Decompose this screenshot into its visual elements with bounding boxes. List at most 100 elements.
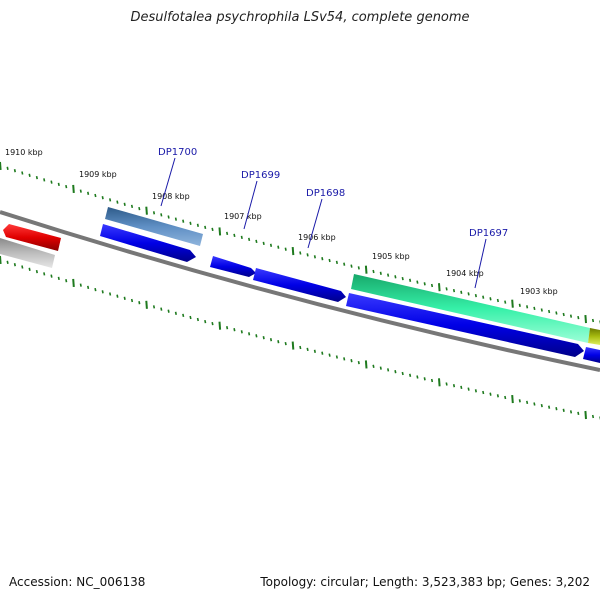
outer-tick <box>101 196 104 200</box>
gene-forward-3[interactable] <box>583 347 600 363</box>
gene-dp1697[interactable] <box>351 274 590 343</box>
scale-label-1909: 1909 kbp <box>79 170 117 179</box>
inner-tick <box>584 410 587 420</box>
outer-tick <box>123 202 126 206</box>
outer-tick <box>94 193 97 198</box>
outer-tick <box>467 292 470 296</box>
inner-tick <box>28 267 31 271</box>
outer-tick <box>174 217 177 221</box>
outer-tick <box>526 305 529 309</box>
outer-tick <box>87 191 90 195</box>
inner-tick <box>518 399 521 403</box>
outer-tick <box>182 219 185 223</box>
inner-tick <box>79 283 82 287</box>
inner-tick <box>284 341 287 346</box>
gene-gray[interactable] <box>0 238 55 268</box>
outer-tick <box>50 180 53 184</box>
outer-tick <box>138 206 141 211</box>
inner-tick <box>109 292 112 296</box>
gene-dp1700[interactable] <box>105 207 203 246</box>
inner-tick <box>277 340 280 344</box>
outer-tick <box>109 198 112 202</box>
outer-tick <box>306 253 309 257</box>
inner-tick <box>379 366 382 370</box>
outer-tick <box>13 169 16 173</box>
inner-tick <box>343 357 346 361</box>
scale-label-1907: 1907 kbp <box>224 212 262 221</box>
outer-tick <box>409 278 412 282</box>
outer-tick <box>482 295 485 299</box>
outer-tick <box>335 260 338 265</box>
gene-label-dp1697[interactable]: DP1697 <box>469 228 508 239</box>
inner-tick <box>555 407 558 411</box>
inner-tick <box>226 326 229 330</box>
outer-tick <box>372 269 375 274</box>
inner-tick <box>57 276 60 281</box>
outer-tick <box>328 258 331 263</box>
outer-tick <box>57 182 60 187</box>
inner-tick <box>489 392 492 396</box>
inner-tick <box>101 290 104 294</box>
inner-tick <box>211 321 214 326</box>
inner-tick <box>255 334 258 338</box>
inner-tick <box>335 355 338 359</box>
outer-tick <box>343 262 346 266</box>
inner-tick <box>591 414 595 419</box>
gene-red[interactable] <box>3 224 61 251</box>
inner-tick <box>350 359 353 363</box>
scale-label-1906: 1906 kbp <box>298 233 336 242</box>
scale-label-1903: 1903 kbp <box>520 287 558 296</box>
outer-tick <box>116 200 119 204</box>
inner-tick <box>145 300 148 309</box>
outer-tick <box>189 221 192 225</box>
outer-tick <box>218 227 222 236</box>
outer-tick <box>555 311 558 315</box>
inner-tick <box>291 341 295 350</box>
gene-label-dp1698[interactable]: DP1698 <box>306 188 345 199</box>
outer-tick <box>540 308 543 312</box>
outer-tick <box>313 255 316 259</box>
inner-tick <box>167 309 170 313</box>
gene-olive[interactable] <box>588 328 600 345</box>
inner-tick <box>306 347 309 352</box>
inner-tick <box>160 307 163 311</box>
inner-tick <box>357 360 360 365</box>
inner-tick <box>482 390 485 395</box>
scale-label-1905: 1905 kbp <box>372 252 410 261</box>
outer-tick <box>299 251 302 255</box>
gene-leader-dp1700 <box>160 157 176 207</box>
inner-tick <box>364 360 368 369</box>
gene-forward-2[interactable] <box>346 293 584 357</box>
outer-tick <box>72 184 75 193</box>
scale-label-1904: 1904 kbp <box>446 269 484 278</box>
outer-tick <box>145 206 148 215</box>
inner-tick <box>130 298 134 303</box>
outer-tick <box>65 184 68 189</box>
inner-tick <box>504 395 507 400</box>
gene-label-dp1699[interactable]: DP1699 <box>241 170 280 181</box>
inner-tick-row <box>0 255 600 420</box>
outer-tick <box>152 211 156 215</box>
outer-tick <box>79 189 82 193</box>
outer-tick <box>130 204 134 209</box>
inner-tick <box>174 311 177 315</box>
inner-tick <box>123 296 126 300</box>
scale-label-1908: 1908 kbp <box>152 192 190 201</box>
gene-label-dp1700[interactable]: DP1700 <box>158 147 197 158</box>
inner-tick <box>94 287 97 292</box>
gene-dp1698[interactable] <box>253 268 346 302</box>
inner-tick <box>138 301 141 305</box>
outer-tick <box>430 283 434 288</box>
gene-forward-1[interactable] <box>100 224 196 262</box>
outer-tick <box>591 318 595 323</box>
inner-tick <box>372 364 375 368</box>
outer-tick <box>438 283 441 292</box>
outer-tick <box>28 173 31 177</box>
gene-leader-dp1698 <box>307 198 323 249</box>
outer-tick <box>211 227 214 232</box>
outer-tick <box>43 178 46 182</box>
outer-tick <box>248 237 251 242</box>
inner-tick <box>152 305 156 309</box>
gene-dp1699[interactable] <box>210 256 256 277</box>
outer-tick <box>6 166 9 170</box>
